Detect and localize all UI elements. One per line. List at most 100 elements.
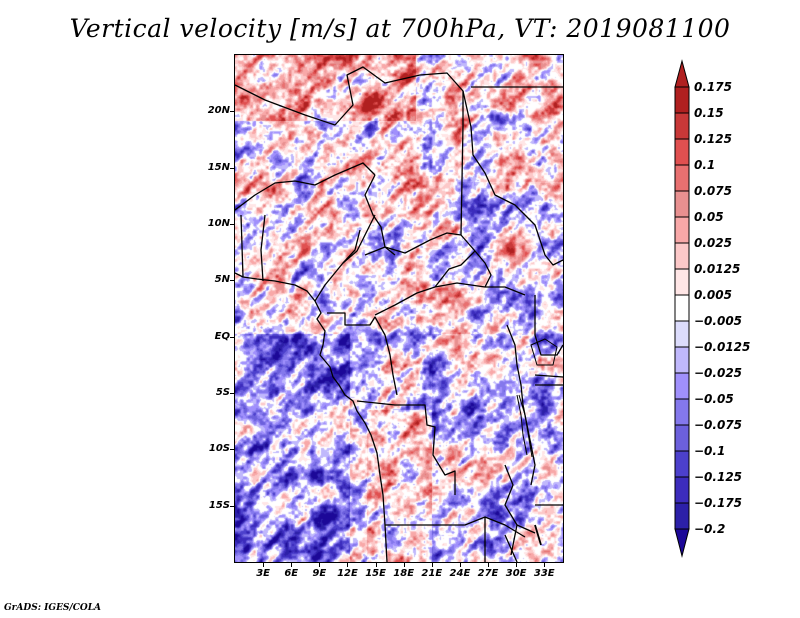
y-tick: [230, 505, 235, 507]
colorbar-over-arrow: [674, 59, 690, 88]
colorbar-level-label: −0.175: [694, 496, 743, 510]
colorbar-swatch: [674, 190, 690, 218]
border-nigeria-cameroon: [314, 214, 376, 302]
colorbar-level-label: 0.0125: [694, 262, 741, 276]
grads-credit: GrADS: IGES/COLA: [4, 603, 102, 613]
x-tick-label: 18E: [393, 568, 415, 579]
x-tick: [263, 562, 265, 567]
colorbar-swatch: [674, 216, 690, 244]
colorbar-level-label: −0.05: [694, 392, 734, 406]
colorbar-level-label: −0.2: [694, 522, 726, 536]
x-tick: [516, 562, 518, 567]
border-libya-chad: [235, 66, 464, 236]
lake-malawi: [534, 524, 542, 546]
country-borders: [235, 66, 563, 562]
y-tick: [230, 393, 235, 394]
x-tick-label: 24E: [449, 568, 471, 579]
y-tick-label: 5N: [214, 274, 230, 286]
y-tick-label: 5S: [215, 387, 230, 398]
colorbar-level-label: 0.025: [694, 236, 732, 250]
colorbar-level-label: 0.1: [694, 158, 716, 172]
lake-victoria: [530, 338, 558, 366]
colorbar-level-label: −0.075: [694, 418, 743, 432]
colorbar-level-label: −0.0125: [694, 340, 751, 354]
x-tick: [375, 562, 377, 567]
x-tick: [544, 562, 546, 567]
x-tick: [403, 562, 405, 567]
coastline-west-africa: [235, 272, 388, 562]
x-tick-label: 3E: [256, 568, 270, 579]
y-tick-label: 10S: [208, 443, 230, 455]
colorbar-swatch: [674, 294, 690, 322]
colorbar-swatch: [674, 138, 690, 166]
colorbar-level-label: −0.1: [694, 444, 726, 458]
border-angola-zambia: [385, 516, 526, 538]
x-tick-label: 30E: [505, 568, 527, 579]
border-sudan-ethiopia: [462, 90, 563, 266]
colorbar-level-label: 0.175: [694, 80, 732, 94]
border-drc-angola: [356, 400, 456, 495]
border-drc-north: [374, 282, 526, 316]
colorbar-under-arrow: [674, 528, 690, 558]
y-tick: [230, 449, 235, 451]
x-tick-label: 33E: [533, 568, 555, 579]
border-tanzania: [534, 374, 563, 386]
border-car: [364, 232, 492, 288]
colorbar-level-label: 0.075: [694, 184, 732, 198]
border-zambia-malawi: [504, 464, 536, 556]
colorbar-level-label: 0.125: [694, 132, 732, 146]
border-nigeria-benin: [260, 214, 266, 282]
x-tick: [488, 562, 490, 567]
border-uganda-kenya: [534, 295, 563, 356]
colorbar-level-label: −0.025: [694, 366, 743, 380]
y-tick: [230, 167, 235, 169]
y-tick-label: EQ: [214, 330, 230, 342]
border-niger-nigeria: [235, 162, 376, 211]
colorbar-level-label: −0.005: [694, 314, 743, 328]
colorbar-swatch: [674, 164, 690, 192]
map-plot-area: [235, 55, 563, 562]
colorbar-swatch: [674, 424, 690, 452]
border-congo-gabon: [327, 312, 398, 396]
y-tick: [230, 336, 235, 338]
x-tick: [347, 562, 349, 567]
border-cameroon-chad: [342, 229, 361, 264]
border-zimbabwe: [484, 517, 518, 562]
colorbar-swatch: [674, 242, 690, 270]
x-tick-label: 27E: [477, 568, 499, 579]
colorbar-swatch: [674, 268, 690, 296]
x-tick: [431, 562, 433, 567]
chart-title: Vertical velocity [m/s] at 700hPa, VT: 2…: [69, 14, 731, 43]
colorbar-swatch: [674, 502, 690, 530]
x-tick: [319, 562, 321, 567]
y-tick: [230, 224, 235, 225]
colorbar-swatch: [674, 476, 690, 504]
colorbar-swatch: [674, 112, 690, 140]
colorbar-graphic: [674, 59, 690, 558]
colorbar-level-label: 0.005: [694, 288, 732, 302]
x-tick-label: 15E: [365, 568, 386, 579]
x-tick: [459, 562, 461, 567]
border-east-drc: [506, 324, 536, 486]
x-tick-label: 9E: [312, 568, 327, 579]
border-south-sudan: [434, 250, 476, 288]
y-tick-label: 15S: [208, 499, 230, 511]
colorbar-swatch: [674, 346, 690, 374]
colorbar-swatch: [674, 372, 690, 400]
colorbar-swatch: [674, 398, 690, 426]
y-tick-label: 10N: [207, 218, 230, 229]
colorbar-swatch: [674, 320, 690, 348]
y-tick-label: 20N: [207, 105, 230, 117]
colorbar-level-label: 0.15: [694, 106, 724, 120]
colorbar-level-label: 0.05: [694, 210, 724, 224]
x-tick-label: 21E: [421, 568, 443, 579]
x-tick: [291, 562, 293, 567]
x-tick-label: 12E: [337, 568, 358, 579]
vertical-velocity-field: [235, 55, 563, 562]
y-tick: [230, 280, 235, 282]
colorbar-swatch: [674, 450, 690, 478]
y-tick: [230, 111, 235, 113]
x-tick-label: 6E: [284, 568, 299, 579]
border-ghana-togo: [240, 214, 244, 278]
colorbar: [665, 58, 695, 558]
